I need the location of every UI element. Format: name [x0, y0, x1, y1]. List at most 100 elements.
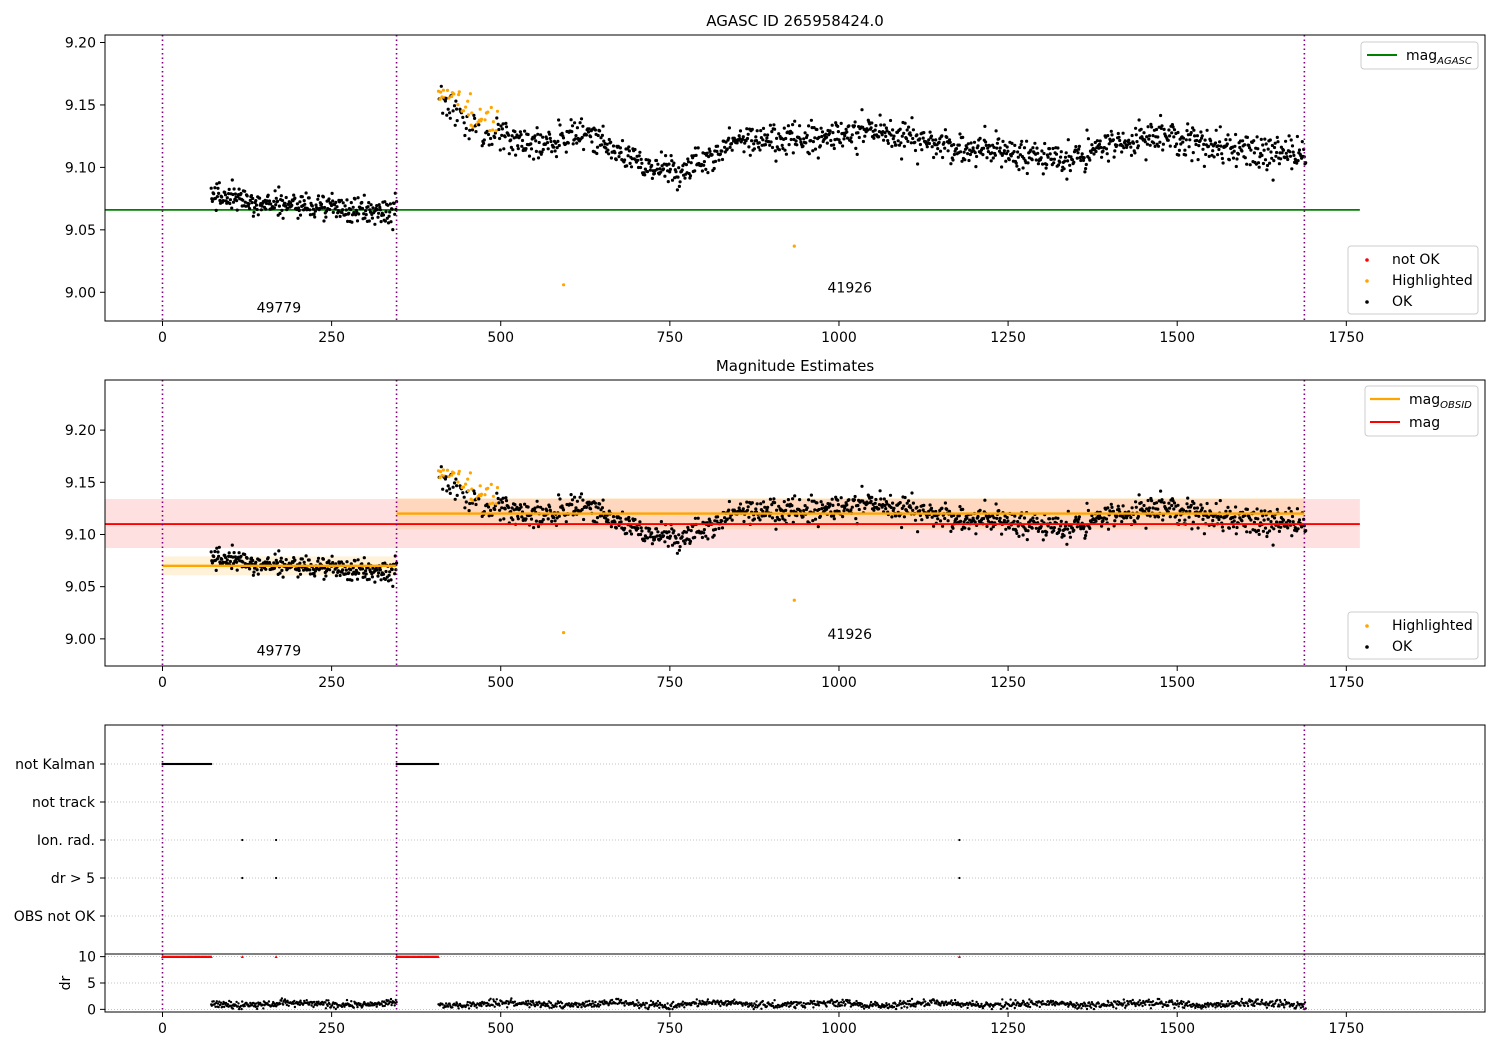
dr-point [475, 1006, 478, 1009]
data-point [389, 220, 393, 224]
dr-point [902, 1000, 905, 1003]
data-point [467, 137, 471, 141]
dr-point [327, 999, 330, 1002]
dr-point [1081, 1002, 1084, 1006]
data-point [1122, 146, 1126, 150]
data-point [488, 502, 492, 506]
data-point [1194, 142, 1198, 147]
dr-point [592, 1002, 595, 1005]
data-point [1101, 519, 1105, 523]
data-point [1145, 507, 1149, 511]
data-point [770, 130, 774, 134]
data-point [1033, 141, 1037, 145]
data-point [482, 138, 486, 142]
data-point [884, 126, 889, 130]
data-point [297, 208, 301, 213]
data-point [904, 137, 909, 141]
data-point [1236, 152, 1240, 156]
data-point [558, 123, 562, 127]
data-point [1218, 140, 1222, 144]
dr-point [638, 1006, 641, 1010]
data-point [1059, 155, 1063, 159]
data-point [613, 151, 617, 155]
data-point [340, 210, 344, 215]
data-point [513, 130, 517, 134]
data-point [627, 519, 632, 523]
data-point [830, 123, 834, 127]
data-point [1015, 164, 1019, 168]
dr-point [1144, 1003, 1147, 1006]
dr-point [695, 998, 698, 1001]
data-point [1172, 507, 1176, 511]
data-point [486, 132, 491, 137]
data-point [1238, 145, 1242, 150]
data-point [962, 150, 966, 154]
data-point [215, 195, 219, 199]
data-point [1135, 140, 1139, 144]
data-point [239, 191, 243, 196]
data-point [816, 156, 820, 160]
data-point [909, 141, 913, 145]
data-point [853, 494, 857, 499]
data-point [1268, 510, 1272, 514]
data-point [1106, 527, 1111, 531]
data-point [1148, 143, 1152, 147]
data-point [1170, 123, 1174, 127]
data-point [669, 154, 673, 158]
dr-point [221, 1002, 225, 1006]
data-point [1171, 125, 1175, 129]
data-point [1116, 504, 1120, 508]
data-point [773, 127, 777, 131]
data-point [324, 574, 328, 578]
data-point [872, 508, 876, 512]
flag-point [210, 762, 213, 766]
data-point [248, 207, 252, 211]
data-point [745, 136, 750, 141]
data-point [994, 502, 998, 506]
data-point [1018, 516, 1022, 520]
data-point [1290, 514, 1295, 519]
data-point [1139, 127, 1143, 131]
data-point [1040, 519, 1044, 523]
data-point [1052, 157, 1056, 161]
data-point [1133, 151, 1137, 155]
data-point [438, 97, 442, 101]
data-point [483, 118, 487, 122]
dr-point [678, 1005, 681, 1008]
data-point [1212, 155, 1216, 159]
data-point [1051, 146, 1055, 151]
data-point [303, 202, 307, 206]
data-point [973, 520, 977, 524]
dr-point [345, 998, 349, 1002]
data-point [857, 507, 861, 512]
dr-point [1176, 999, 1179, 1003]
dr-point [240, 1007, 243, 1011]
data-point [1263, 158, 1268, 162]
legend-dot-highlighted [1365, 279, 1369, 283]
data-point [1287, 506, 1291, 510]
dr-point [810, 1000, 814, 1003]
dr-point [885, 1002, 888, 1005]
data-point [452, 92, 456, 96]
data-point [766, 133, 770, 137]
data-point [645, 170, 650, 174]
data-point [832, 146, 836, 151]
data-point [997, 509, 1001, 513]
dr-point [569, 1005, 572, 1008]
data-point [1151, 134, 1155, 138]
data-point [1100, 524, 1104, 528]
data-point [784, 152, 789, 156]
data-point [967, 158, 971, 163]
data-point [845, 508, 850, 512]
dr-point [1226, 1000, 1230, 1003]
dr-point [1182, 1000, 1185, 1004]
dr-point [848, 999, 851, 1002]
dr-point [675, 1006, 678, 1009]
data-point [371, 566, 375, 570]
data-point [677, 184, 682, 188]
dr-point [789, 1004, 792, 1007]
data-point [702, 163, 706, 167]
data-point [805, 506, 809, 510]
data-point [799, 140, 803, 144]
data-point [312, 212, 316, 216]
